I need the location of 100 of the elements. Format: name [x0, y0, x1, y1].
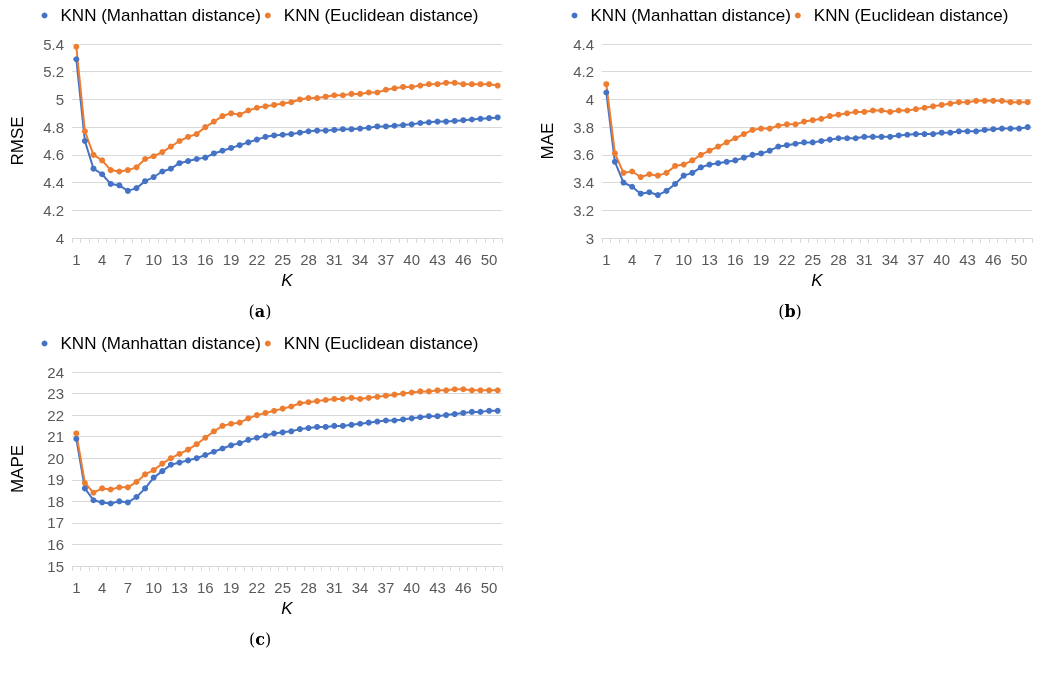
point	[460, 117, 467, 124]
point	[443, 79, 450, 86]
point	[468, 116, 475, 123]
y-tick-label: 5	[55, 90, 64, 108]
point	[314, 398, 321, 405]
x-tick-label: 4	[97, 251, 107, 268]
point	[844, 135, 851, 142]
point	[818, 138, 825, 144]
point	[116, 182, 123, 189]
y-tick-label: 4	[585, 90, 594, 108]
point	[723, 139, 730, 146]
point	[809, 117, 816, 124]
point	[434, 413, 441, 420]
point	[81, 138, 88, 144]
y-tick-label: 4.6	[43, 146, 64, 164]
point	[629, 183, 636, 190]
point	[964, 128, 971, 135]
point	[124, 187, 131, 194]
point	[964, 99, 971, 106]
y-tick-label: 20	[47, 449, 64, 467]
x-tick-label: 16	[726, 251, 744, 268]
point	[107, 167, 114, 174]
point	[185, 446, 192, 453]
point	[305, 128, 312, 135]
point	[124, 484, 131, 491]
point	[305, 399, 312, 406]
point	[680, 172, 687, 179]
point	[981, 126, 988, 133]
point	[844, 110, 851, 117]
point	[219, 422, 226, 429]
point	[663, 187, 670, 194]
text: (b)	[777, 302, 803, 321]
point	[637, 174, 644, 181]
x-tick-label: 16	[196, 251, 214, 268]
point	[400, 416, 407, 423]
x-tick-label: 43	[959, 251, 976, 268]
point	[176, 450, 183, 457]
point	[210, 428, 217, 435]
point	[228, 442, 235, 449]
y-tick-label: 23	[47, 385, 64, 403]
legend-label: KNN (Manhattan distance)	[60, 6, 261, 25]
point	[740, 131, 747, 138]
point	[142, 485, 149, 492]
x-tick-label: 31	[325, 579, 343, 596]
point	[219, 113, 226, 120]
x-tick-label: 34	[351, 251, 369, 268]
x-tick-label: 31	[855, 251, 873, 268]
point	[758, 150, 765, 157]
point	[947, 129, 954, 136]
point	[434, 118, 441, 125]
point	[228, 144, 235, 151]
point	[348, 421, 355, 428]
point	[73, 435, 80, 442]
point	[331, 422, 338, 429]
point	[245, 415, 252, 422]
point	[253, 434, 260, 441]
point	[279, 429, 286, 436]
point	[142, 178, 149, 185]
point	[219, 445, 226, 452]
point	[921, 104, 928, 111]
point	[133, 185, 140, 192]
x-tick-label: 34	[881, 251, 899, 268]
point	[365, 419, 372, 426]
x-tick-label: 22	[778, 251, 796, 268]
point	[611, 158, 618, 165]
point	[826, 136, 833, 143]
point	[611, 150, 618, 157]
point	[159, 468, 166, 475]
point	[382, 417, 389, 424]
point	[706, 161, 713, 168]
point	[425, 413, 432, 420]
point	[133, 478, 140, 485]
point	[852, 108, 859, 115]
point	[365, 394, 372, 401]
point	[697, 164, 704, 171]
point	[202, 434, 209, 441]
point	[408, 415, 415, 422]
x-axis-title: K	[811, 271, 824, 290]
x-tick-label: 1	[72, 579, 81, 596]
point	[1024, 99, 1031, 106]
x-tick-label: 28	[830, 251, 847, 268]
point	[603, 81, 610, 88]
x-tick-label: 46	[454, 579, 472, 596]
point	[365, 124, 372, 131]
point	[417, 119, 424, 126]
x-tick-label: 31	[325, 251, 343, 268]
point	[417, 388, 424, 395]
point	[990, 126, 997, 133]
point	[185, 133, 192, 140]
y-tick-label: 22	[47, 406, 64, 424]
point	[382, 392, 389, 399]
point	[408, 83, 415, 90]
point	[176, 459, 183, 466]
point	[271, 430, 278, 437]
point	[99, 157, 106, 164]
point	[629, 168, 636, 175]
point	[749, 151, 756, 158]
point	[176, 160, 183, 167]
point	[253, 136, 260, 143]
point	[654, 192, 661, 199]
